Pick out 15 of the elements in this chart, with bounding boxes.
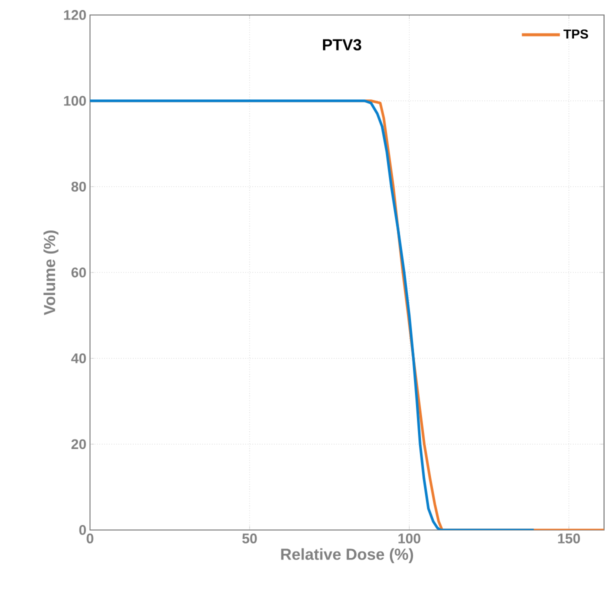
y-tick-label: 20 xyxy=(71,439,86,450)
x-tick-label: 0 xyxy=(86,533,94,544)
y-tick-label: 60 xyxy=(71,268,86,278)
y-tick-label: 80 xyxy=(71,182,86,192)
y-axis-title: Volume (%) xyxy=(44,230,58,316)
x-tick-label: 100 xyxy=(398,533,420,544)
y-tick-label: 0 xyxy=(79,525,86,535)
x-tick-label: 50 xyxy=(242,533,257,544)
text: PTV3 xyxy=(323,39,362,50)
y-tick-label: 100 xyxy=(64,96,86,106)
x-axis-title: Relative Dose (%) xyxy=(281,548,414,564)
y-tick-label: 120 xyxy=(64,10,86,20)
x-tick-label: 150 xyxy=(558,533,580,544)
y-tick-label: 40 xyxy=(71,353,86,364)
legend-label: TPS xyxy=(563,29,588,39)
